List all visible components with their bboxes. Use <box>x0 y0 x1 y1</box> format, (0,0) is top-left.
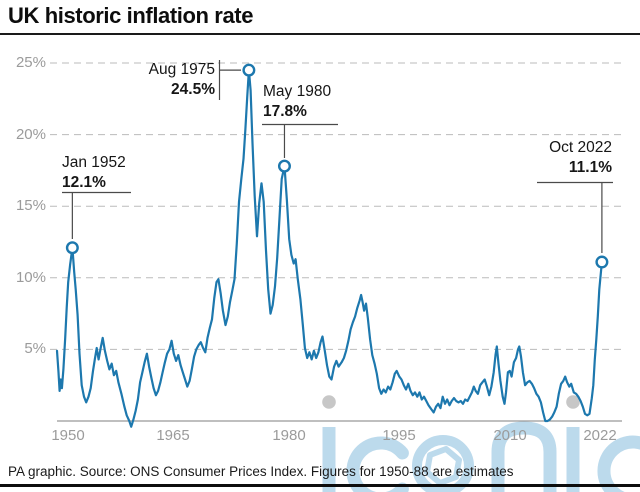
y-tick-20pct: 20% <box>15 125 46 143</box>
annotation-value: 11.1% <box>568 159 612 176</box>
bottom-divider <box>0 484 640 487</box>
y-tick-5pct: 5% <box>24 340 46 358</box>
annotation-may-1980: May 1980 17.8% <box>263 82 331 122</box>
y-tick-15pct: 15% <box>15 197 46 215</box>
watermark-c1 <box>346 436 409 492</box>
y-tick-25pct: 25% <box>15 54 46 71</box>
annotation-date: Oct 2022 <box>549 139 612 156</box>
x-tick-1995: 1995 <box>382 427 416 444</box>
source-note: PA graphic. Source: ONS Consumer Prices … <box>8 464 514 479</box>
watermark-i2-dot <box>566 395 580 409</box>
annotation-oct-2022: Oct 2022 11.1% <box>549 138 612 178</box>
watermark-o-ring <box>412 435 474 492</box>
annotation-jan-1952: Jan 1952 12.1% <box>62 153 126 193</box>
y-tick-10pct: 10% <box>15 268 46 286</box>
watermark-o-hexagon <box>424 446 462 486</box>
x-tick-1950: 1950 <box>51 427 85 444</box>
x-tick-2010: 2010 <box>493 427 527 444</box>
annotation-date: Aug 1975 <box>148 61 215 78</box>
watermark-c2 <box>597 435 640 492</box>
page-title: UK historic inflation rate <box>8 3 254 28</box>
watermark-i1-dot <box>322 395 336 409</box>
x-tick-2022: 2022 <box>583 427 617 444</box>
annotation-aug-1975: Aug 1975 24.5% <box>149 60 215 100</box>
annotation-value: 17.8% <box>263 103 307 120</box>
watermark-n <box>491 421 557 492</box>
annotation-value: 12.1% <box>62 174 106 191</box>
x-tick-1980: 1980 <box>272 427 306 444</box>
annotation-date: May 1980 <box>263 83 332 100</box>
annotation-value: 24.5% <box>171 81 215 98</box>
x-tick-1965: 1965 <box>156 427 190 444</box>
annotation-date: Jan 1952 <box>62 154 126 171</box>
title-divider <box>0 33 640 35</box>
